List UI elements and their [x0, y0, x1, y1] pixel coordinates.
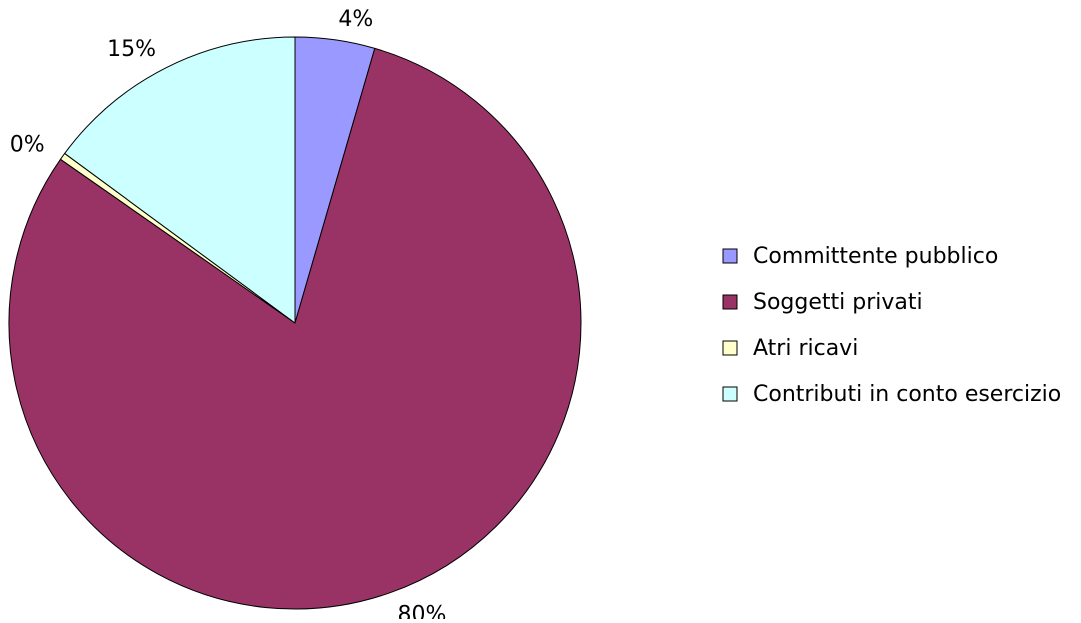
- chart-legend: Committente pubblico Soggetti privati Atri…: [722, 244, 1061, 407]
- pie-slice-soggetti-privati: [8, 47, 582, 610]
- legend-label-committente-pubblico: Committente pubblico: [753, 244, 998, 269]
- legend-swatch-committente-pubblico: [722, 248, 738, 264]
- legend-swatch-contributi-in-conto-esercizio: [722, 386, 738, 402]
- pie-slices: [8, 36, 582, 610]
- legend-item-soggetti-privati: Soggetti privati: [722, 290, 923, 315]
- pie-slice-contributi-in-conto-esercizio: [64, 36, 296, 324]
- data-label-committente-pubblico: 4%: [338, 7, 373, 32]
- legend-item-committente-pubblico: Committente pubblico: [722, 244, 998, 269]
- legend-item-atri-ricavi: Atri ricavi: [722, 336, 858, 361]
- data-label-contributi-in-conto-esercizio: 15%: [107, 37, 156, 62]
- legend-swatch-soggetti-privati: [722, 294, 738, 310]
- legend-item-contributi-in-conto-esercizio: Contributi in conto esercizio: [722, 382, 1061, 407]
- legend-label-soggetti-privati: Soggetti privati: [753, 290, 923, 315]
- pie-data-labels: 4% 80% 0% 15%: [10, 7, 447, 623]
- legend-swatch-atri-ricavi: [722, 340, 738, 356]
- legend-label-contributi-in-conto-esercizio: Contributi in conto esercizio: [753, 382, 1061, 407]
- legend-label-atri-ricavi: Atri ricavi: [753, 336, 858, 361]
- data-label-soggetti-privati: 80%: [398, 602, 447, 619]
- data-label-atri-ricavi: 0%: [10, 133, 45, 158]
